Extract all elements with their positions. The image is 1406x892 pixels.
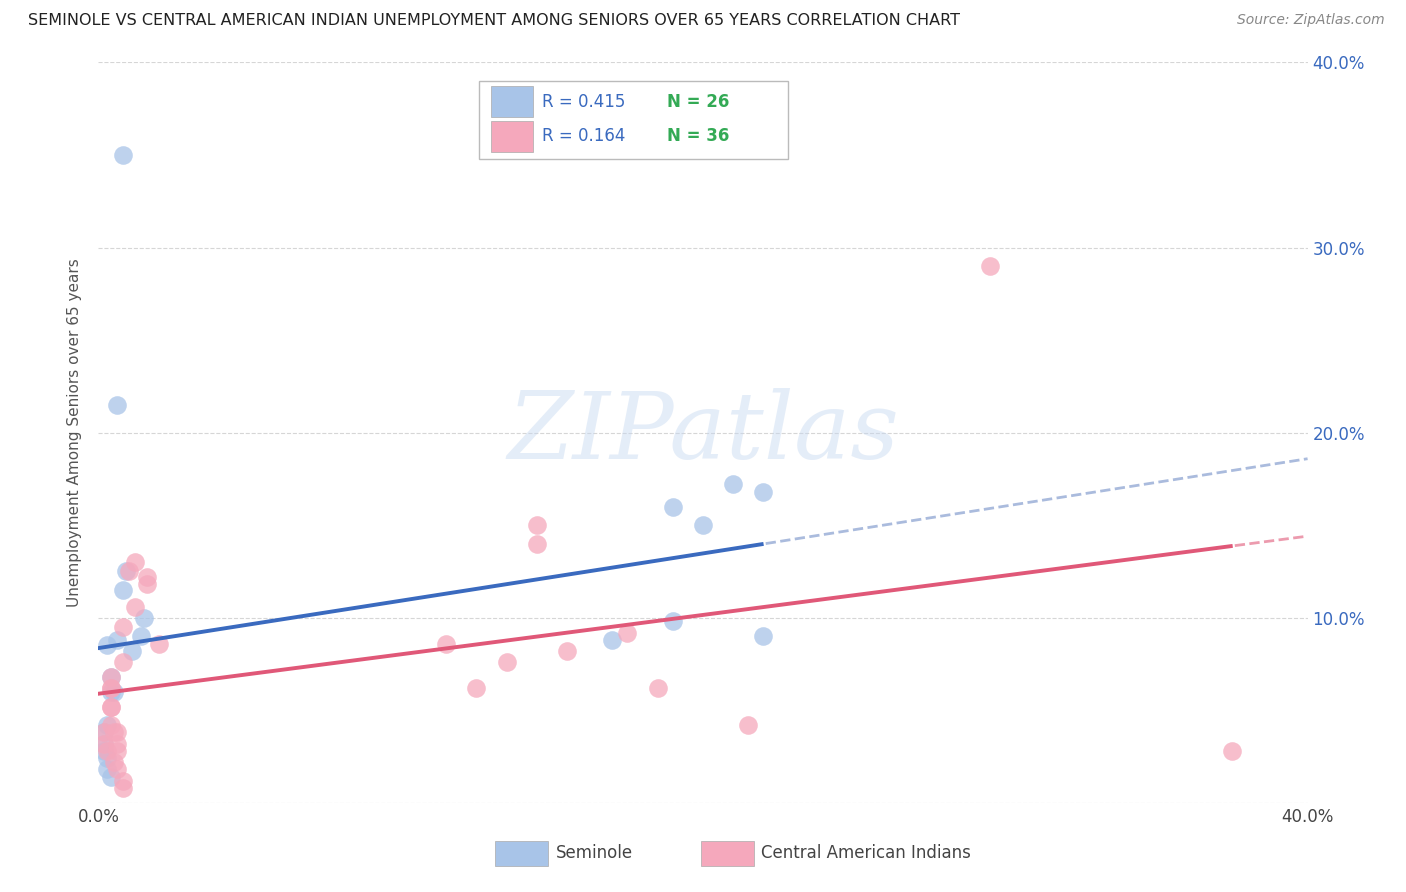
Point: [103, 755, 125, 769]
FancyBboxPatch shape: [700, 840, 754, 866]
FancyBboxPatch shape: [479, 81, 787, 159]
Point: [111, 655, 134, 669]
Text: R = 0.415: R = 0.415: [543, 93, 626, 111]
Point: [105, 632, 128, 647]
Point: [93, 725, 115, 739]
Point: [132, 610, 155, 624]
Point: [111, 620, 134, 634]
Point: [105, 725, 128, 739]
Point: [105, 744, 128, 758]
Point: [526, 518, 548, 533]
Point: [737, 718, 759, 732]
Point: [661, 615, 683, 629]
Point: [124, 599, 146, 614]
Point: [979, 259, 1001, 273]
Text: Central American Indians: Central American Indians: [761, 844, 972, 863]
FancyBboxPatch shape: [492, 87, 533, 117]
FancyBboxPatch shape: [495, 840, 548, 866]
Point: [555, 644, 578, 658]
Point: [100, 699, 122, 714]
Text: R = 0.164: R = 0.164: [543, 128, 626, 145]
Text: ZIPatlas: ZIPatlas: [508, 388, 898, 477]
Point: [661, 500, 683, 514]
Point: [135, 577, 157, 591]
Text: SEMINOLE VS CENTRAL AMERICAN INDIAN UNEMPLOYMENT AMONG SENIORS OVER 65 YEARS COR: SEMINOLE VS CENTRAL AMERICAN INDIAN UNEM…: [28, 13, 960, 29]
Text: Source: ZipAtlas.com: Source: ZipAtlas.com: [1237, 13, 1385, 28]
Point: [148, 637, 170, 651]
Point: [129, 629, 152, 643]
FancyBboxPatch shape: [492, 121, 533, 152]
Point: [602, 632, 624, 647]
Point: [111, 780, 134, 795]
Point: [114, 565, 136, 579]
Point: [96, 744, 118, 758]
Point: [692, 518, 714, 533]
Point: [647, 681, 669, 695]
Point: [752, 484, 775, 499]
Point: [100, 681, 122, 695]
Point: [96, 763, 118, 777]
Point: [93, 737, 115, 751]
Point: [465, 681, 488, 695]
Point: [100, 681, 122, 695]
Point: [434, 637, 457, 651]
Point: [111, 773, 134, 788]
Point: [495, 655, 517, 669]
Point: [111, 582, 134, 597]
Point: [96, 751, 118, 765]
Point: [100, 670, 122, 684]
Point: [118, 565, 141, 579]
Point: [100, 718, 122, 732]
Point: [100, 670, 122, 684]
Point: [752, 629, 775, 643]
Point: [96, 718, 118, 732]
Point: [100, 699, 122, 714]
Text: N = 26: N = 26: [666, 93, 730, 111]
Point: [723, 477, 745, 491]
Point: [1220, 744, 1243, 758]
Point: [103, 685, 125, 699]
Point: [93, 725, 115, 739]
Text: Seminole: Seminole: [555, 844, 633, 863]
Point: [93, 737, 115, 751]
Point: [111, 148, 134, 162]
Point: [100, 770, 122, 784]
Point: [124, 555, 146, 569]
Point: [100, 685, 122, 699]
Point: [121, 644, 143, 658]
Point: [93, 744, 115, 758]
Point: [105, 398, 128, 412]
Y-axis label: Unemployment Among Seniors over 65 years: Unemployment Among Seniors over 65 years: [67, 259, 83, 607]
Text: N = 36: N = 36: [666, 128, 730, 145]
Point: [616, 625, 638, 640]
Point: [105, 737, 128, 751]
Point: [105, 763, 128, 777]
Point: [526, 536, 548, 550]
Point: [103, 725, 125, 739]
Point: [135, 570, 157, 584]
Point: [96, 639, 118, 653]
